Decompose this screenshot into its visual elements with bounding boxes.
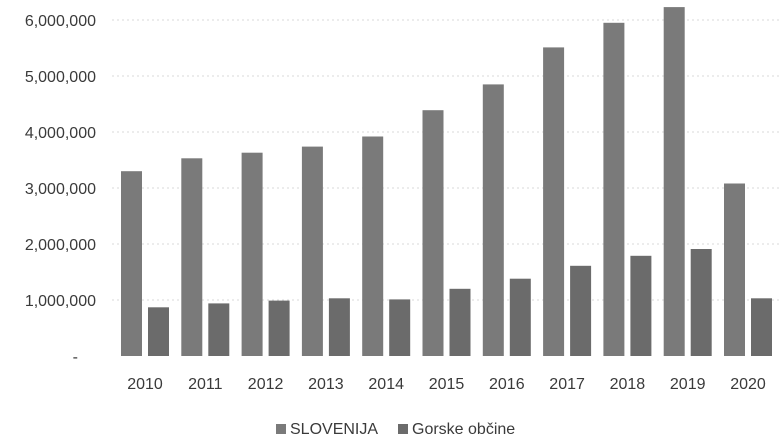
legend-label-gorske-obcine: Gorske občine <box>412 421 515 438</box>
y-tick-label: 6,000,000 <box>25 13 96 30</box>
bar-slovenija-2020 <box>724 183 745 356</box>
x-tick-label: 2019 <box>670 376 706 393</box>
bar-gorske-obcine-2011 <box>208 303 230 356</box>
bar-slovenija-2014 <box>362 136 384 356</box>
bar-slovenija-2010 <box>121 171 142 356</box>
y-tick-label: 3,000,000 <box>25 181 96 198</box>
x-tick-label: 2017 <box>549 376 585 393</box>
bar-slovenija-2019 <box>663 7 685 356</box>
bar-gorske-obcine-2015 <box>449 288 471 356</box>
bar-slovenija-2016 <box>482 84 504 357</box>
x-tick-label: 2020 <box>730 376 766 393</box>
legend: SLOVENIJA Gorske občine <box>276 421 515 438</box>
y-tick-label: 4,000,000 <box>25 125 96 142</box>
x-tick-label: 2010 <box>127 376 163 393</box>
bar-gorske-obcine-2014 <box>389 299 411 356</box>
x-tick-label: 2012 <box>248 376 284 393</box>
x-tick-label: 2011 <box>188 376 223 393</box>
bars <box>121 7 772 357</box>
x-tick-label: 2015 <box>429 376 465 393</box>
bar-gorske-obcine-2012 <box>268 300 290 356</box>
bar-gorske-obcine-2018 <box>630 255 652 356</box>
bar-slovenija-2015 <box>422 110 444 356</box>
bar-slovenija-2012 <box>241 152 263 356</box>
legend-label-slovenija: SLOVENIJA <box>290 421 378 438</box>
bar-slovenija-2018 <box>603 22 625 357</box>
bar-slovenija-2013 <box>301 146 323 356</box>
y-tick-label: 1,000,000 <box>25 293 96 310</box>
y-tick-label: 5,000,000 <box>25 69 96 86</box>
legend-swatch-slovenija <box>276 424 286 434</box>
bar-gorske-obcine-2016 <box>509 278 531 356</box>
x-axis: 2010 2011 2012 2013 2014 2015 2016 2017 2018 2019… <box>127 376 766 393</box>
x-tick-label: 2018 <box>610 376 646 393</box>
legend-swatch-gorske-obcine <box>398 424 408 434</box>
y-tick-label: - <box>73 349 78 366</box>
bar-gorske-obcine-2013 <box>328 298 350 356</box>
x-tick-label: 2013 <box>308 376 344 393</box>
bar-gorske-obcine-2019 <box>690 249 712 356</box>
bar-gorske-obcine-2020 <box>751 298 772 356</box>
y-axis: - 1,000,000 2,000,000 3,000,000 4,000,000 5,0… <box>25 13 96 366</box>
y-tick-label: 2,000,000 <box>25 237 96 254</box>
bar-slovenija-2017 <box>543 47 565 357</box>
x-tick-label: 2016 <box>489 376 525 393</box>
x-tick-label: 2014 <box>368 376 404 393</box>
bar-gorske-obcine-2010 <box>148 307 169 356</box>
bar-gorske-obcine-2017 <box>570 265 592 356</box>
bar-slovenija-2011 <box>181 158 203 356</box>
